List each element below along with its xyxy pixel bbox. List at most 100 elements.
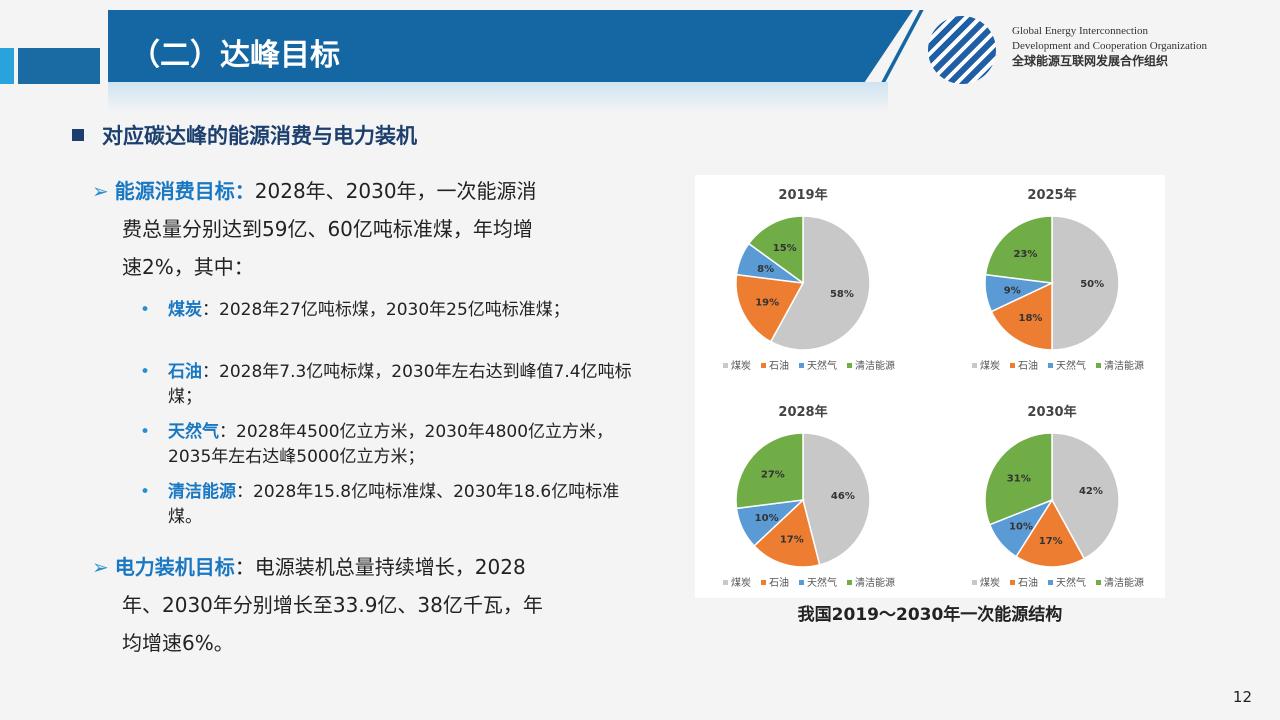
item-desc: ：2028年7.3亿吨标煤，2030年左右达到峰值7.4亿吨标煤； (168, 362, 632, 407)
org-en-1: Global Energy Interconnection (1012, 25, 1149, 37)
list-item: • 天然气：2028年4500亿立方米，2030年4800亿立方米，2035年左右… (140, 420, 640, 470)
pie-title: 2019年 (778, 187, 827, 203)
legend-swatch (1048, 580, 1053, 585)
decor-bar (0, 48, 14, 84)
legend-label: 煤炭 (980, 576, 1000, 589)
legend-label: 天然气 (807, 576, 837, 589)
pie-title: 2028年 (778, 404, 827, 420)
legend-swatch (761, 363, 766, 368)
item-label: 石油 (168, 362, 202, 382)
section-title: 对应碳达峰的能源消费与电力装机 (72, 120, 417, 150)
power-text: 年、2030年分别增长至33.9亿、38亿千瓦，年 (122, 593, 543, 617)
pie-slice (735, 273, 805, 343)
pie-slice (735, 432, 804, 510)
legend-label: 石油 (1018, 576, 1038, 589)
legend-label: 天然气 (1056, 576, 1086, 589)
org-name: Global Energy Interconnection Developmen… (1012, 24, 1207, 69)
org-cn: 全球能源互联网发展合作组织 (1012, 54, 1169, 68)
pie-title: 2025年 (1027, 187, 1076, 203)
legend-swatch (1010, 580, 1015, 585)
legend-label: 清洁能源 (1104, 359, 1144, 372)
pie-data-label: 58% (830, 289, 854, 300)
item-label: 天然气 (168, 422, 219, 442)
pie-data-label: 42% (1079, 486, 1103, 497)
pie-data-label: 50% (1080, 279, 1104, 290)
legend-label: 清洁能源 (855, 359, 895, 372)
item-desc: ：2028年15.8亿吨标准煤、2030年18.6亿吨标准煤。 (168, 482, 620, 527)
pie-data-label: 31% (1007, 473, 1031, 484)
pie-chart: 2025年 50% 18% 9% 23% 煤炭 石油 天然气 清洁能源 (972, 187, 1144, 372)
item-desc: ：2028年4500亿立方米，2030年4800亿立方米，2035年左右达峰50… (168, 422, 614, 467)
legend-label: 天然气 (807, 359, 837, 372)
pie-data-label: 10% (1009, 522, 1033, 533)
legend-swatch (972, 580, 977, 585)
power-text: 均增速6%。 (122, 631, 234, 655)
pie-data-label: 27% (761, 469, 785, 480)
pie-title: 2030年 (1027, 404, 1076, 420)
arrow-bullet-icon: ➢ (92, 555, 109, 579)
decor-bar (18, 48, 100, 84)
legend-swatch (1048, 363, 1053, 368)
pie-slice (1051, 432, 1120, 560)
power-paragraph: ➢ 电力装机目标：电源装机总量持续增长，2028 年、2030年分别增长至33.9… (92, 548, 652, 662)
power-label: 电力装机目标 (114, 555, 235, 579)
chart-caption: 我国2019～2030年一次能源结构 (797, 605, 1063, 625)
legend-swatch (723, 363, 728, 368)
list-item: • 清洁能源：2028年15.8亿吨标准煤、2030年18.6亿吨标准煤。 (140, 480, 640, 530)
energy-label: 能源消费目标： (114, 179, 255, 203)
arrow-bullet-icon: ➢ (92, 179, 109, 203)
legend-swatch (1096, 363, 1101, 368)
legend-label: 清洁能源 (1104, 576, 1144, 589)
pie-data-label: 18% (1018, 313, 1042, 324)
pie-data-label: 9% (1004, 285, 1021, 296)
item-text: 清洁能源：2028年15.8亿吨标准煤、2030年18.6亿吨标准煤。 (168, 480, 640, 530)
item-text: 煤炭：2028年27亿吨标煤，2030年25亿吨标准煤； (168, 298, 640, 323)
legend-swatch (847, 580, 852, 585)
page-number: 12 (1232, 688, 1252, 706)
legend-swatch (972, 363, 977, 368)
dot-bullet-icon: • (140, 300, 151, 320)
pie-chart: 2028年 46% 17%10% 27% 煤炭 石油 天然气 清洁能源 (723, 404, 895, 589)
item-desc: ：2028年27亿吨标煤，2030年25亿吨标准煤； (202, 300, 570, 320)
legend-swatch (761, 580, 766, 585)
title-banner (108, 10, 913, 82)
chart-panel: 2019年 58% 19% 8% 15% 煤炭 石油 天然气 清洁能源 2025年 50% 18% 9%… (695, 175, 1165, 598)
legend-label: 煤炭 (731, 359, 751, 372)
banner-shadow (108, 82, 888, 112)
legend-label: 石油 (769, 359, 789, 372)
pie-slice (1051, 215, 1120, 351)
pie-data-label: 46% (831, 491, 855, 502)
pie-data-label: 17% (780, 535, 804, 546)
legend-swatch (1010, 363, 1015, 368)
pie-slice (769, 215, 871, 351)
power-text: ：电源装机总量持续增长，2028 (234, 555, 526, 579)
pie-data-label: 8% (757, 264, 774, 275)
legend-label: 煤炭 (980, 359, 1000, 372)
list-item: • 煤炭：2028年27亿吨标煤，2030年25亿吨标准煤； (140, 298, 640, 323)
pie-data-label: 19% (755, 297, 779, 308)
pie-slice (984, 432, 1053, 526)
legend-swatch (1096, 580, 1101, 585)
pie-slice (753, 498, 821, 568)
legend-label: 石油 (769, 576, 789, 589)
item-text: 石油：2028年7.3亿吨标煤，2030年左右达到峰值7.4亿吨标煤； (168, 360, 640, 410)
item-label: 清洁能源 (168, 482, 236, 502)
dot-bullet-icon: • (140, 362, 151, 382)
legend-label: 天然气 (1056, 359, 1086, 372)
energy-text: 2028年、2030年，一次能源消 (254, 179, 537, 203)
square-bullet-icon (72, 129, 84, 141)
dot-bullet-icon: • (140, 482, 151, 502)
section-title-text: 对应碳达峰的能源消费与电力装机 (102, 124, 417, 148)
dot-bullet-icon: • (140, 422, 151, 442)
legend-swatch (799, 580, 804, 585)
item-label: 煤炭 (168, 300, 202, 320)
geidco-logo (928, 16, 996, 84)
energy-paragraph: ➢ 能源消费目标：2028年、2030年，一次能源消 费总量分别达到59亿、60亿… (92, 172, 652, 286)
pie-chart: 2030年 42% 17% 10% 31% 煤炭 石油 天然气 清洁能源 (972, 404, 1144, 589)
legend-swatch (799, 363, 804, 368)
pie-chart: 2019年 58% 19% 8% 15% 煤炭 石油 天然气 清洁能源 (723, 187, 895, 372)
pie-slice (1015, 498, 1086, 568)
pie-slice (990, 281, 1053, 351)
pie-slice (802, 432, 871, 566)
